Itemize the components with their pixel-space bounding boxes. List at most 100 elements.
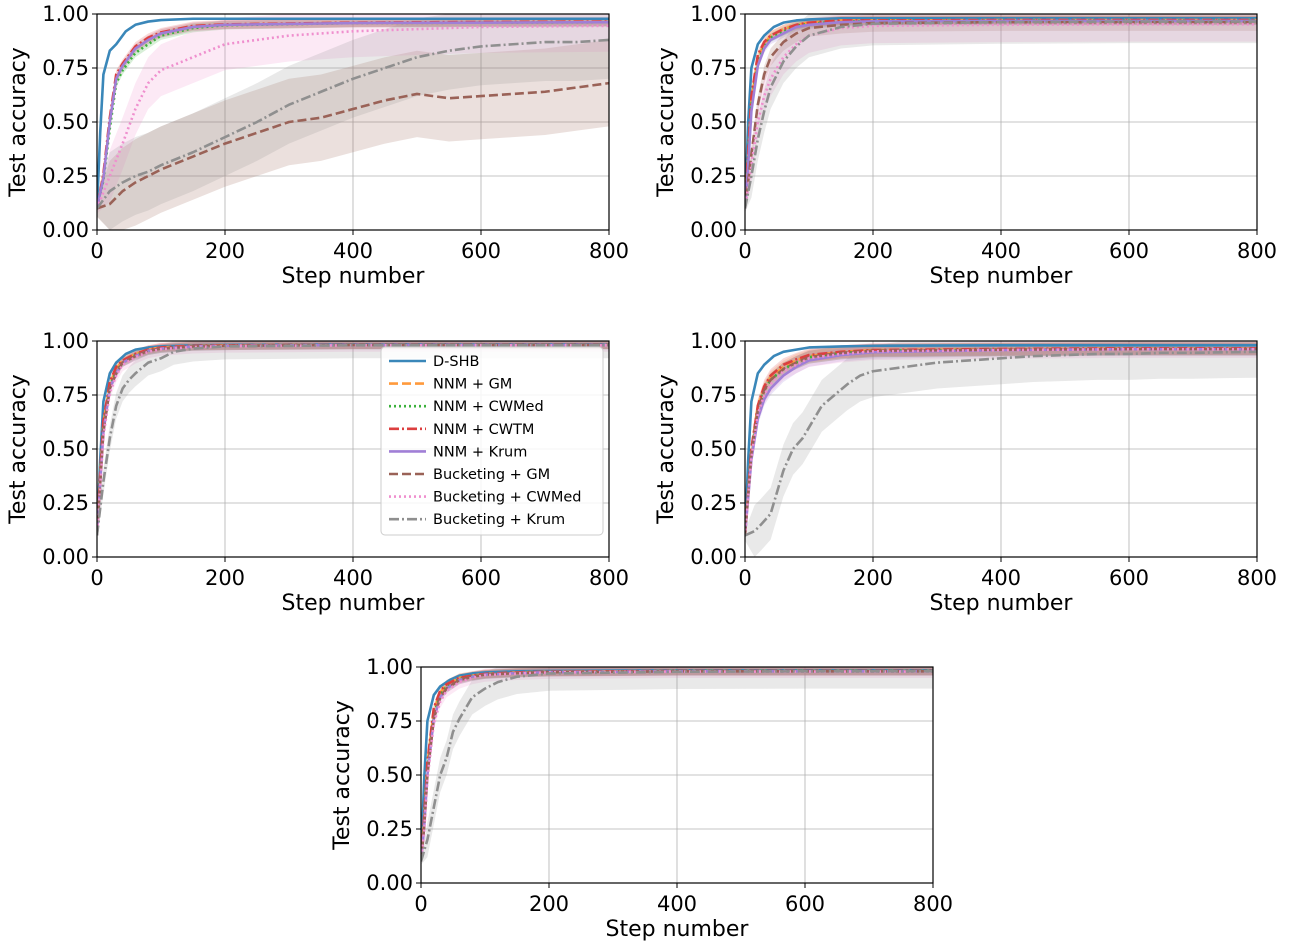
series-line-nnm-cwtm xyxy=(745,18,1257,209)
x-axis-label: Step number xyxy=(282,591,426,616)
y-tick-label: 0.50 xyxy=(366,763,413,787)
legend-box xyxy=(380,346,604,536)
series-line-d-shb xyxy=(97,17,609,209)
x-tick-label: 0 xyxy=(414,892,427,916)
y-tick-label: 0.25 xyxy=(42,491,89,515)
series-line-bucketing-cwmed xyxy=(745,23,1257,209)
x-axis-label: Step number xyxy=(606,917,750,942)
y-tick-label: 0.50 xyxy=(690,110,737,134)
x-tick-label: 400 xyxy=(981,566,1021,590)
y-tick-label: 0.00 xyxy=(366,871,413,895)
legend: D-SHB NNM + GM NNM + CWMed NNM + CWTM NNM + … xyxy=(380,346,604,536)
x-tick-label: 0 xyxy=(90,239,103,263)
y-axis-label: Test accuracy xyxy=(6,47,31,198)
y-tick-label: 0.75 xyxy=(690,56,737,80)
x-tick-label: 0 xyxy=(90,566,103,590)
x-tick-label: 200 xyxy=(205,566,245,590)
series-line-nnm-krum xyxy=(97,20,609,209)
x-tick-label: 200 xyxy=(853,239,893,263)
x-tick-label: 400 xyxy=(333,566,373,590)
y-tick-label: 0.25 xyxy=(690,164,737,188)
x-tick-label: 600 xyxy=(461,566,501,590)
y-tick-label: 0.50 xyxy=(42,110,89,134)
x-tick-label: 800 xyxy=(913,892,953,916)
y-tick-label: 0.75 xyxy=(366,709,413,733)
series-line-bucketing-cwmed xyxy=(745,347,1257,536)
y-tick-label: 0.25 xyxy=(366,817,413,841)
legend-label: Bucketing + Krum xyxy=(433,512,565,528)
chart-panel-2: 0 200 400 600 800 0.00 0.25 0.50 0.75 1.00 Step nu… xyxy=(654,2,1277,289)
series-line-bucketing-krum xyxy=(745,350,1257,537)
x-tick-label: 600 xyxy=(1109,239,1149,263)
series-line-bucketing-krum xyxy=(745,20,1257,209)
x-tick-label: 600 xyxy=(1109,566,1149,590)
x-axis-label: Step number xyxy=(930,264,1074,289)
x-tick-label: 400 xyxy=(657,892,697,916)
plot-area xyxy=(97,341,609,538)
chart-panel-4: 0 200 400 600 800 0.00 0.25 0.50 0.75 1.00 Step nu… xyxy=(654,329,1277,616)
y-axis-label: Test accuracy xyxy=(6,374,31,525)
x-axis-label: Step number xyxy=(282,264,426,289)
plot-area xyxy=(421,667,933,865)
y-tick-label: 0.50 xyxy=(42,437,89,461)
x-tick-label: 200 xyxy=(529,892,569,916)
y-tick-label: 0.75 xyxy=(42,383,89,407)
chart-panel-1: 0 200 400 600 800 0.00 0.25 0.50 0.75 1.00 Step nu… xyxy=(6,2,629,289)
y-tick-label: 1.00 xyxy=(42,2,89,26)
band-bucketing-gm xyxy=(97,39,609,230)
chart-panel-5: 0 200 400 600 800 0.00 0.25 0.50 0.75 1.00 Step nu… xyxy=(330,655,953,942)
x-tick-label: 0 xyxy=(738,566,751,590)
y-tick-label: 1.00 xyxy=(366,655,413,679)
series-line-bucketing-gm xyxy=(745,347,1257,536)
series-line-bucketing-krum xyxy=(97,344,609,536)
legend-label: NNM + CWTM xyxy=(433,422,534,438)
y-tick-label: 1.00 xyxy=(690,2,737,26)
band-bucketing-krum xyxy=(97,14,609,230)
x-tick-label: 400 xyxy=(333,239,373,263)
legend-label: NNM + Krum xyxy=(433,444,527,460)
x-tick-label: 600 xyxy=(785,892,825,916)
x-tick-label: 0 xyxy=(738,239,751,263)
plot-area xyxy=(745,341,1257,557)
x-tick-label: 600 xyxy=(461,239,501,263)
x-tick-label: 800 xyxy=(1237,566,1277,590)
y-tick-label: 1.00 xyxy=(690,329,737,353)
x-tick-label: 200 xyxy=(853,566,893,590)
x-axis-label: Step number xyxy=(930,591,1074,616)
y-axis-label: Test accuracy xyxy=(330,700,355,851)
band-bucketing-cwmed xyxy=(97,14,609,214)
y-tick-label: 0.25 xyxy=(42,164,89,188)
x-tick-label: 800 xyxy=(1237,239,1277,263)
series-line-d-shb xyxy=(745,344,1257,536)
series-line-bucketing-krum xyxy=(97,38,609,210)
legend-label: NNM + CWMed xyxy=(433,399,544,415)
band-bucketing-krum xyxy=(97,341,609,538)
series-line-nnm-krum xyxy=(745,19,1257,209)
legend-label: NNM + GM xyxy=(433,377,512,393)
y-axis-label: Test accuracy xyxy=(654,374,679,525)
band-bucketing-krum xyxy=(745,341,1257,557)
series-line-bucketing-cwmed xyxy=(97,24,609,209)
legend-label: Bucketing + GM xyxy=(433,467,550,483)
y-tick-label: 0.75 xyxy=(690,383,737,407)
y-tick-label: 0.25 xyxy=(690,491,737,515)
chart-panel-3: 0 200 400 600 800 0.00 0.25 0.50 0.75 1.00 Step nu… xyxy=(6,329,629,616)
y-tick-label: 0.75 xyxy=(42,56,89,80)
plot-area xyxy=(97,14,609,230)
x-tick-label: 400 xyxy=(981,239,1021,263)
plot-area xyxy=(745,14,1257,213)
y-tick-label: 0.00 xyxy=(42,218,89,242)
x-tick-label: 200 xyxy=(205,239,245,263)
y-tick-label: 0.00 xyxy=(42,545,89,569)
band-bucketing-krum xyxy=(421,667,933,865)
series-line-bucketing-cwmed xyxy=(97,344,609,536)
series-line-bucketing-gm xyxy=(97,81,609,210)
y-tick-label: 0.00 xyxy=(690,218,737,242)
legend-label: Bucketing + CWMed xyxy=(433,490,581,506)
y-axis-label: Test accuracy xyxy=(654,47,679,198)
series-line-d-shb xyxy=(745,17,1257,209)
x-tick-label: 800 xyxy=(589,566,629,590)
x-tick-label: 800 xyxy=(589,239,629,263)
y-tick-label: 0.00 xyxy=(690,545,737,569)
